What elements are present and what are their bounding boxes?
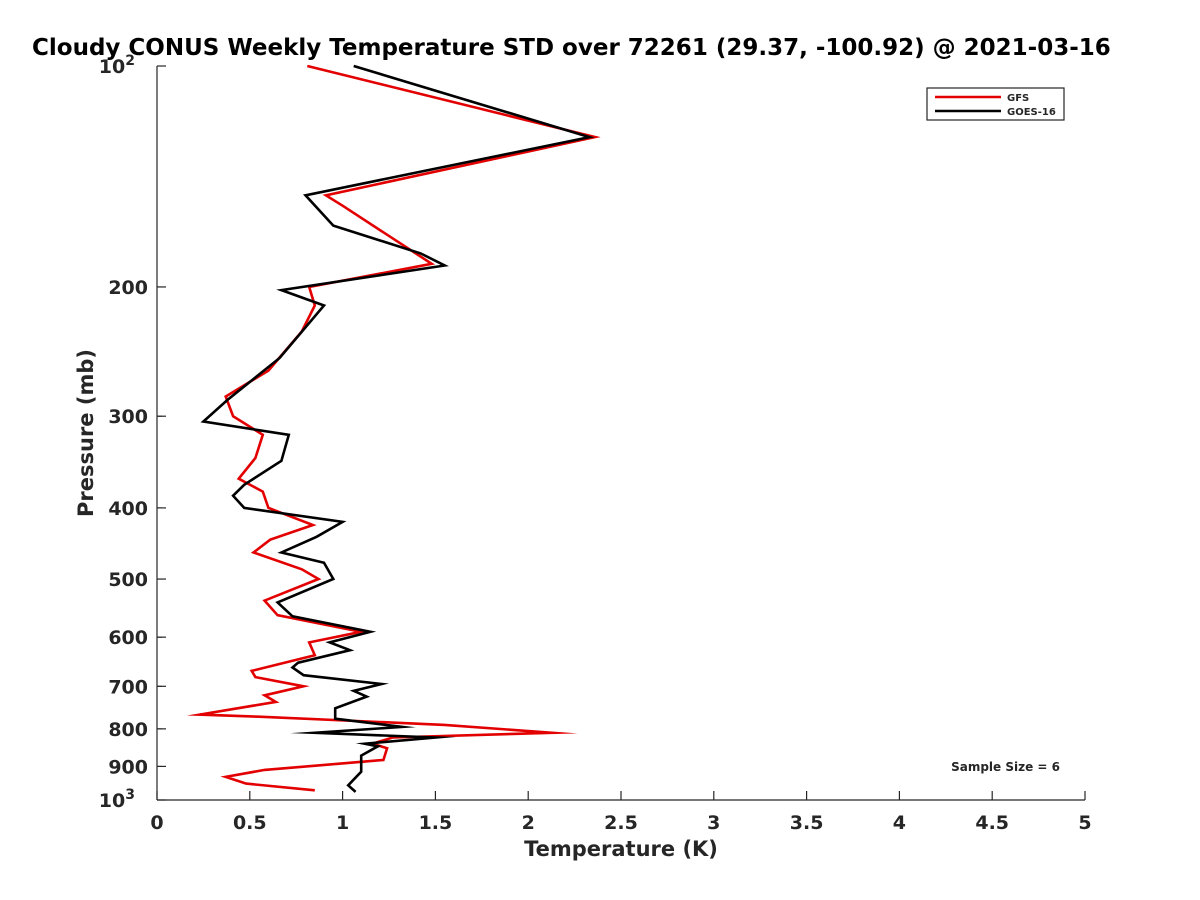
y-tick-label: 102 xyxy=(99,53,135,78)
y-tick-label: 300 xyxy=(108,406,148,428)
x-tick-label: 2.5 xyxy=(604,812,638,834)
x-tick-label: 1.5 xyxy=(419,812,453,834)
x-tick-label: 1 xyxy=(336,812,349,834)
legend: GFS GOES-16 xyxy=(926,87,1065,121)
legend-entry-label: GOES-16 xyxy=(1007,107,1056,118)
y-tick-label: 700 xyxy=(108,676,148,698)
y-tick-label: 600 xyxy=(108,627,148,649)
x-tick-label: 2 xyxy=(522,812,535,834)
x-axis-label: Temperature (K) xyxy=(524,837,718,861)
x-tick-label: 0 xyxy=(150,812,163,834)
sample-size-annotation: Sample Size = 6 xyxy=(951,760,1060,774)
y-tick-exponent: 3 xyxy=(125,787,135,803)
x-tick-label: 5 xyxy=(1078,812,1091,834)
x-tick-label: 3.5 xyxy=(790,812,824,834)
y-tick-base: 10 xyxy=(99,790,125,812)
y-tick-exponent: 2 xyxy=(125,53,135,69)
plot-area xyxy=(157,66,1085,800)
legend-box xyxy=(926,87,1065,121)
y-tick-base: 10 xyxy=(99,56,125,78)
legend-entry-label: GFS xyxy=(1007,93,1029,104)
y-axis-label: Pressure (mb) xyxy=(74,349,98,517)
x-tick-label: 0.5 xyxy=(233,812,267,834)
series-line-goes-16 xyxy=(200,64,595,793)
x-tick-label: 4 xyxy=(893,812,906,834)
y-tick-label: 800 xyxy=(108,719,148,741)
y-tick-label: 900 xyxy=(108,756,148,778)
y-tick-label: 103 xyxy=(99,787,135,812)
series-lines xyxy=(186,64,601,793)
chart-title: Cloudy CONUS Weekly Temperature STD over… xyxy=(32,35,1111,61)
x-tick-label: 4.5 xyxy=(975,812,1009,834)
axes: 0 0.5 1 1.5 2 2.5 3 3.5 4 4.5 51022003004005006007… xyxy=(99,53,1092,834)
x-tick-label: 3 xyxy=(707,812,720,834)
y-tick-label: 400 xyxy=(108,498,148,520)
y-tick-label: 200 xyxy=(108,277,148,299)
y-tick-label: 500 xyxy=(108,569,148,591)
